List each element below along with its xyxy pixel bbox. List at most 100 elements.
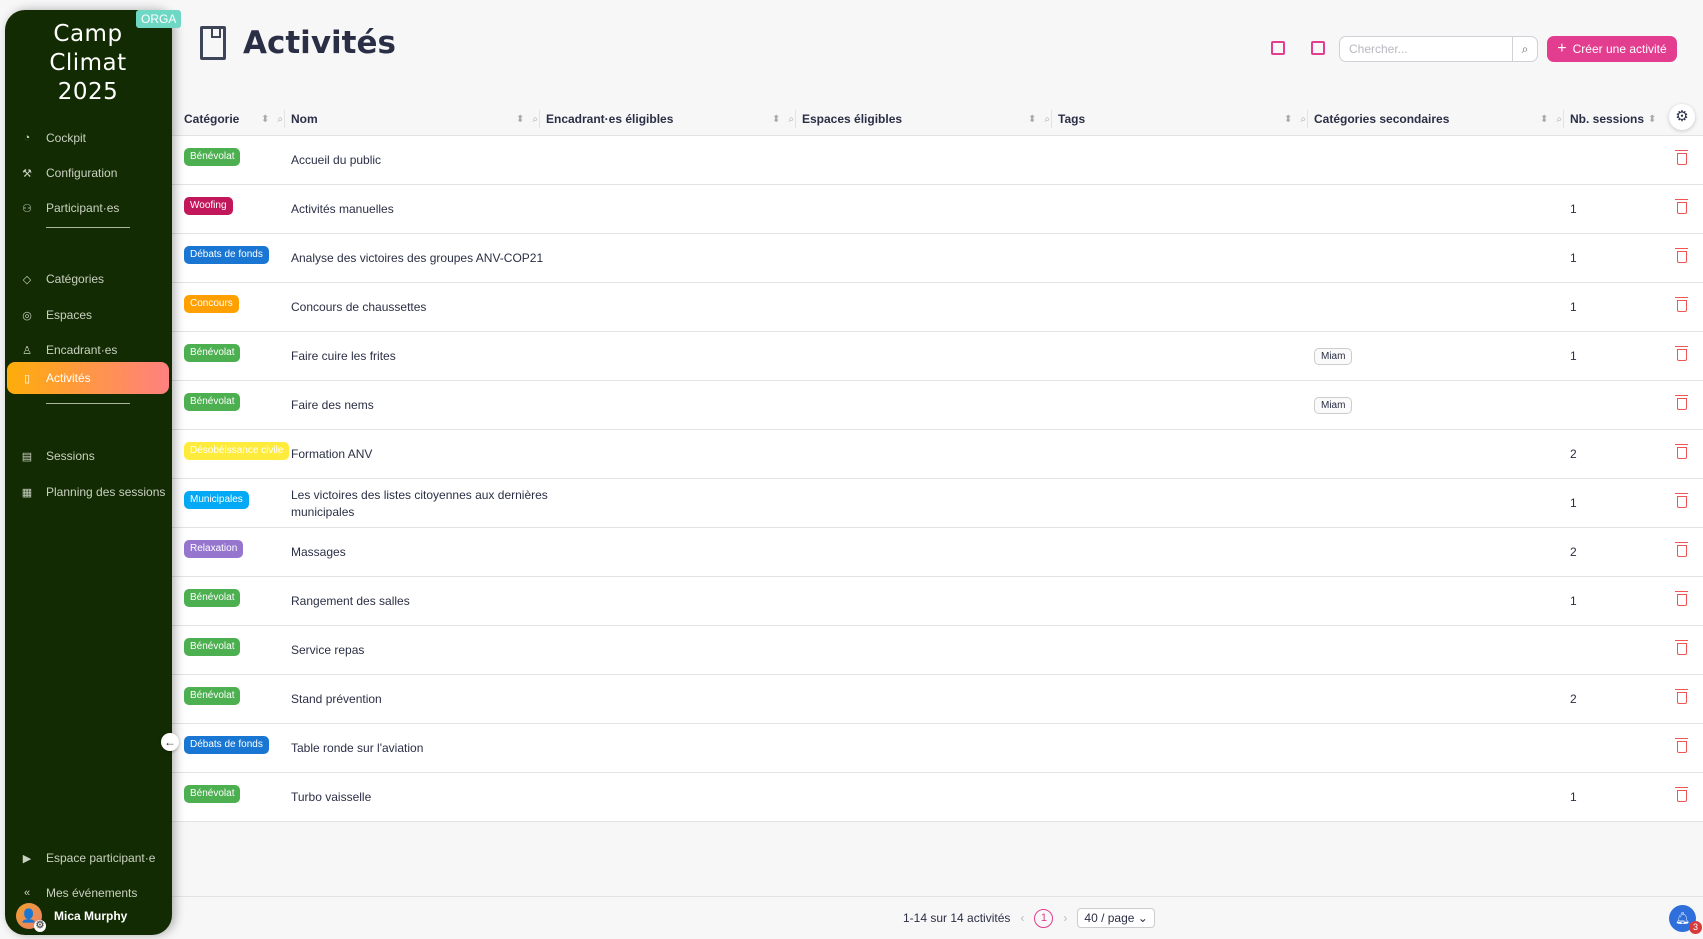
sort-icon[interactable]: ⬍ bbox=[516, 113, 525, 125]
delete-trash-icon[interactable] bbox=[1675, 640, 1688, 655]
activity-name[interactable]: Activités manuelles bbox=[291, 202, 394, 216]
collapse-sidebar-button[interactable]: ← bbox=[161, 733, 179, 751]
sidebar-item-participant-es[interactable]: ⚇ Participant·es bbox=[7, 192, 169, 224]
sessions-count: 1 bbox=[1570, 251, 1577, 265]
table-row[interactable]: Bénévolat Service repas bbox=[172, 626, 1703, 675]
table-row[interactable]: Bénévolat Faire des nems Miam bbox=[172, 381, 1703, 430]
delete-trash-icon[interactable] bbox=[1675, 395, 1688, 410]
table-row[interactable]: Concours Concours de chaussettes 1 bbox=[172, 283, 1703, 332]
column-header[interactable]: Tags ⬍ ⌕ bbox=[1058, 102, 1308, 136]
delete-trash-icon[interactable] bbox=[1675, 738, 1688, 753]
sort-icon[interactable]: ⬍ bbox=[1540, 113, 1549, 125]
column-separator[interactable] bbox=[284, 110, 285, 128]
column-separator[interactable] bbox=[795, 110, 796, 128]
activity-name[interactable]: Stand prévention bbox=[291, 692, 382, 706]
filter-search-icon[interactable]: ⌕ bbox=[788, 113, 794, 125]
sort-icon[interactable]: ⬍ bbox=[1284, 113, 1293, 125]
column-header[interactable]: Nom ⬍ ⌕ bbox=[291, 102, 540, 136]
activity-name[interactable]: Turbo vaisselle bbox=[291, 790, 372, 804]
sidebar-item-activités[interactable]: ▯ Activités bbox=[7, 362, 169, 394]
column-separator[interactable] bbox=[1051, 110, 1052, 128]
filter-search-icon[interactable]: ⌕ bbox=[532, 113, 538, 125]
sort-icon[interactable]: ⬍ bbox=[772, 113, 781, 125]
sidebar-item-encadrant-es[interactable]: ♙ Encadrant·es bbox=[7, 334, 169, 366]
category-tag: Désobéissance civile bbox=[184, 442, 290, 460]
column-separator[interactable] bbox=[1563, 110, 1564, 128]
category-tag: Bénévolat bbox=[184, 148, 241, 166]
delete-trash-icon[interactable] bbox=[1675, 150, 1688, 165]
prev-page-icon[interactable]: ‹ bbox=[1020, 911, 1025, 925]
gauge-icon: ◔ bbox=[23, 132, 31, 144]
table-row[interactable]: Municipales Les victoires des listes cit… bbox=[172, 479, 1703, 528]
activity-name[interactable]: Table ronde sur l'aviation bbox=[291, 741, 424, 755]
activity-name[interactable]: Faire cuire les frites bbox=[291, 349, 396, 363]
table-row[interactable]: Bénévolat Stand prévention 2 bbox=[172, 675, 1703, 724]
filter-search-icon[interactable]: ⌕ bbox=[277, 113, 283, 125]
table-row[interactable]: Bénévolat Faire cuire les frites Miam 1 bbox=[172, 332, 1703, 381]
search-input[interactable] bbox=[1340, 37, 1512, 61]
delete-trash-icon[interactable] bbox=[1675, 787, 1688, 802]
table-row[interactable]: Relaxation Massages 2 bbox=[172, 528, 1703, 577]
delete-trash-icon[interactable] bbox=[1675, 248, 1688, 263]
delete-trash-icon[interactable] bbox=[1675, 444, 1688, 459]
delete-trash-icon[interactable] bbox=[1675, 591, 1688, 606]
activity-name[interactable]: Formation ANV bbox=[291, 447, 373, 461]
delete-trash-icon[interactable] bbox=[1675, 346, 1688, 361]
column-header[interactable]: Espaces éligibles ⬍ ⌕ bbox=[802, 102, 1052, 136]
sessions-count: 1 bbox=[1570, 790, 1577, 804]
table-settings-gear-icon[interactable]: ⚙ bbox=[1669, 104, 1695, 130]
sort-icon[interactable]: ⬍ bbox=[1028, 113, 1037, 125]
sort-icon[interactable]: ⬍ bbox=[261, 113, 270, 125]
table-row[interactable]: Débats de fonds Analyse des victoires de… bbox=[172, 234, 1703, 283]
sidebar-item-label: Participant·es bbox=[46, 201, 120, 215]
next-page-icon[interactable]: › bbox=[1063, 911, 1068, 925]
column-separator[interactable] bbox=[1307, 110, 1308, 128]
delete-trash-icon[interactable] bbox=[1675, 199, 1688, 214]
activity-name[interactable]: Rangement des salles bbox=[291, 594, 410, 608]
notifications-button[interactable]: 🔔︎ 3 bbox=[1669, 905, 1702, 934]
table-row[interactable]: Désobéissance civile Formation ANV 2 bbox=[172, 430, 1703, 479]
table-row[interactable]: Bénévolat Rangement des salles 1 bbox=[172, 577, 1703, 626]
page-size-select[interactable]: 40 / page ⌄ bbox=[1077, 908, 1155, 928]
sidebar-item-configuration[interactable]: ⚒ Configuration bbox=[7, 157, 169, 189]
sort-icon[interactable]: ⬍ bbox=[1648, 113, 1657, 125]
create-activity-button[interactable]: + Créer une activité bbox=[1547, 36, 1677, 62]
activity-name[interactable]: Les victoires des listes citoyennes aux … bbox=[291, 487, 548, 519]
sidebar-item-mes-événements[interactable]: « Mes événements bbox=[7, 877, 169, 909]
secondary-category-tag: Miam bbox=[1314, 348, 1353, 365]
filter-search-icon[interactable]: ⌕ bbox=[1300, 113, 1306, 125]
table-row[interactable]: Bénévolat Accueil du public bbox=[172, 136, 1703, 185]
sidebar-item-catégories[interactable]: ◇ Catégories bbox=[7, 263, 169, 295]
import-icon[interactable] bbox=[1271, 41, 1285, 55]
activity-name[interactable]: Service repas bbox=[291, 643, 365, 657]
column-header[interactable]: Catégorie ⬍ ⌕ bbox=[184, 102, 285, 136]
filter-search-icon[interactable]: ⌕ bbox=[1044, 113, 1050, 125]
column-header[interactable]: Encadrant·es éligibles ⬍ ⌕ bbox=[546, 102, 796, 136]
activity-name[interactable]: Accueil du public bbox=[291, 153, 382, 167]
activity-name[interactable]: Concours de chaussettes bbox=[291, 300, 427, 314]
filter-search-icon[interactable]: ⌕ bbox=[1556, 113, 1562, 125]
column-separator[interactable] bbox=[539, 110, 540, 128]
table-row[interactable]: Bénévolat Turbo vaisselle 1 bbox=[172, 773, 1703, 822]
sidebar-item-espace-participant-e[interactable]: ▶ Espace participant·e bbox=[7, 842, 169, 874]
activity-name[interactable]: Massages bbox=[291, 545, 346, 559]
column-header[interactable]: Catégories secondaires ⬍ ⌕ bbox=[1314, 102, 1564, 136]
sidebar-item-espaces[interactable]: ◎ Espaces bbox=[7, 299, 169, 331]
category-tag: Bénévolat bbox=[184, 589, 241, 607]
activity-name[interactable]: Faire des nems bbox=[291, 398, 374, 412]
page-1-button[interactable]: 1 bbox=[1034, 908, 1054, 928]
sidebar-item-sessions[interactable]: ▤ Sessions bbox=[7, 440, 169, 472]
column-header[interactable]: Nb. sessions ⬍ bbox=[1570, 102, 1656, 136]
table-row[interactable]: Woofing Activités manuelles 1 bbox=[172, 185, 1703, 234]
sidebar-item-planning-des-sessions[interactable]: ▦ Planning des sessions bbox=[7, 476, 169, 508]
delete-trash-icon[interactable] bbox=[1675, 689, 1688, 704]
search-icon[interactable]: ⌕ bbox=[1512, 37, 1537, 61]
export-icon[interactable] bbox=[1311, 41, 1325, 55]
activity-name[interactable]: Analyse des victoires des groupes ANV-CO… bbox=[291, 251, 544, 265]
delete-trash-icon[interactable] bbox=[1675, 493, 1688, 508]
delete-trash-icon[interactable] bbox=[1675, 297, 1688, 312]
user-profile[interactable]: 👤 ⚙ Mica Murphy bbox=[16, 903, 127, 932]
table-row[interactable]: Débats de fonds Table ronde sur l'aviati… bbox=[172, 724, 1703, 773]
sidebar-item-cockpit[interactable]: ◔ Cockpit bbox=[7, 122, 169, 154]
delete-trash-icon[interactable] bbox=[1675, 542, 1688, 557]
